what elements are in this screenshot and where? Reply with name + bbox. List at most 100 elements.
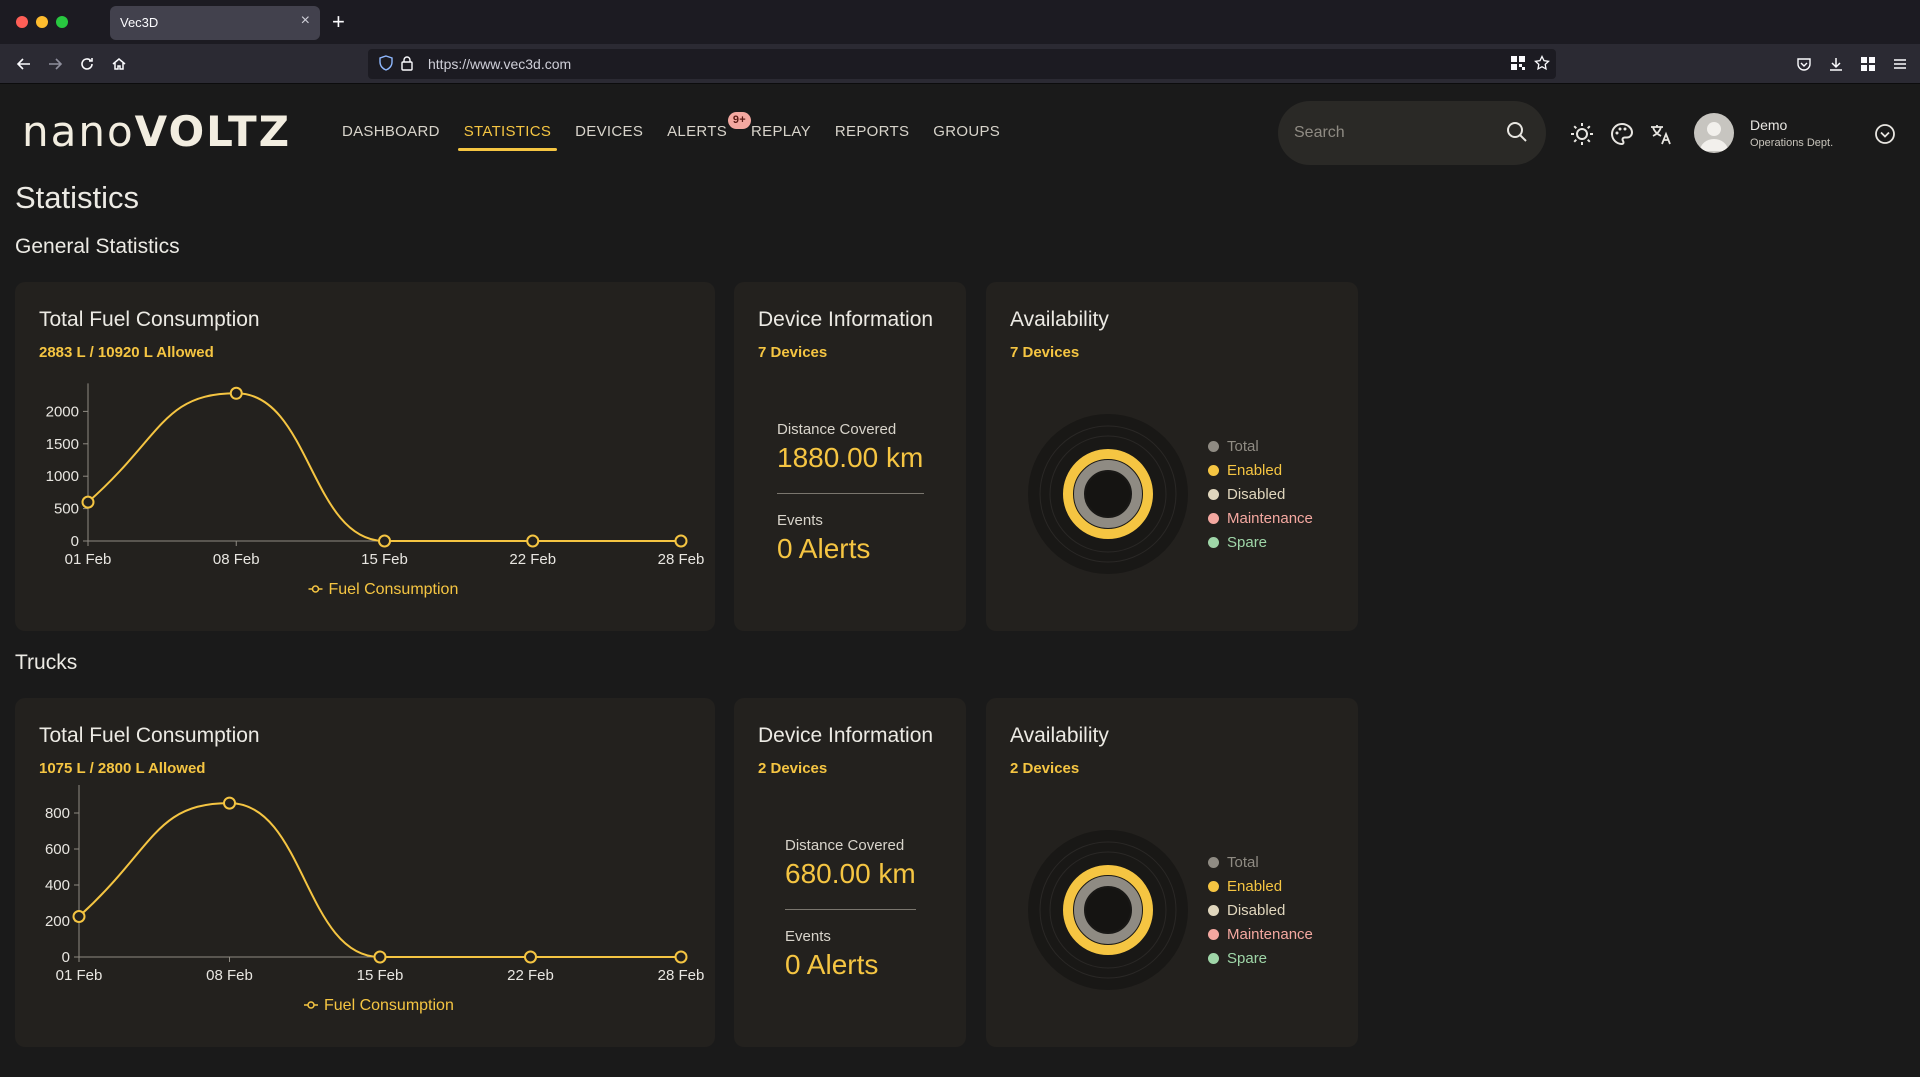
palette-icon[interactable]	[1610, 122, 1634, 146]
data-point	[72, 910, 86, 923]
logo[interactable]: nanoVOLTZ	[22, 107, 291, 156]
menu-icon[interactable]	[1888, 52, 1912, 76]
fuel-consumption-line	[87, 392, 681, 542]
x-tick-label: 08 Feb	[213, 551, 260, 568]
legend-item-total[interactable]: Total	[1208, 434, 1313, 458]
page-title: Statistics	[15, 180, 140, 215]
data-point	[526, 534, 540, 548]
forward-icon[interactable]	[43, 52, 67, 76]
search-icon[interactable]	[1506, 121, 1528, 148]
tab-close-button[interactable]: ×	[300, 12, 310, 29]
legend-item-maintenance[interactable]: Maintenance	[1208, 922, 1313, 946]
y-tick-label: 0	[71, 533, 79, 550]
distance-value: 680.00 km	[785, 858, 916, 889]
legend-item-enabled[interactable]: Enabled	[1208, 874, 1313, 898]
nav-replay[interactable]: REPLAY	[751, 123, 811, 140]
main-nav: DASHBOARD STATISTICS DEVICES ALERTS 9+ RE…	[330, 85, 1012, 179]
nav-groups[interactable]: GROUPS	[933, 123, 1001, 140]
shield-icon[interactable]	[378, 55, 394, 76]
card-title: Availability	[1010, 724, 1109, 747]
fuel-consumption-line	[78, 802, 681, 958]
legend-item-disabled[interactable]: Disabled	[1208, 482, 1313, 506]
x-tick-label: 22 Feb	[509, 551, 556, 568]
y-tick-label: 800	[45, 805, 70, 822]
legend-item-total[interactable]: Total	[1208, 850, 1313, 874]
device-count: 2 Devices	[758, 760, 828, 777]
user-department: Operations Dept.	[1750, 137, 1834, 149]
total-ring	[1074, 876, 1142, 944]
y-tick-label: 600	[45, 841, 70, 858]
events-label: Events	[777, 512, 823, 529]
card-title: Device Information	[758, 724, 934, 747]
home-icon[interactable]	[107, 52, 131, 76]
fuel-line-chart: 0 200 400 600 800 01 Feb 08 Feb 15 Feb 22 Feb 28 …	[45, 785, 705, 1014]
nav-devices[interactable]: DEVICES	[575, 123, 644, 140]
fuel-allowance: 1075 L / 2800 L Allowed	[39, 760, 206, 777]
availability-count: 2 Devices	[1010, 760, 1080, 777]
nav-alerts[interactable]: ALERTS 9+	[655, 85, 752, 179]
address-bar[interactable]: https://www.vec3d.com	[368, 49, 1556, 79]
legend-item-maintenance[interactable]: Maintenance	[1208, 506, 1313, 530]
close-window-button[interactable]	[16, 16, 28, 28]
x-tick-label: 01 Feb	[56, 967, 103, 984]
x-tick-label: 01 Feb	[65, 551, 112, 568]
browser-tab[interactable]: Vec3D ×	[110, 6, 320, 40]
card-title: Device Information	[758, 308, 934, 331]
divider	[777, 493, 924, 494]
legend-item-spare[interactable]: Spare	[1208, 946, 1313, 970]
distance-label: Distance Covered	[777, 421, 897, 438]
legend-label: Fuel Consumption	[329, 581, 459, 598]
nav-statistics[interactable]: STATISTICS	[452, 85, 563, 179]
logo-part-voltz: VOLTZ	[134, 107, 292, 156]
card-title: Total Fuel Consumption	[39, 308, 260, 331]
data-point	[373, 950, 387, 964]
x-tick-label: 22 Feb	[507, 967, 554, 984]
brightness-icon[interactable]	[1570, 122, 1594, 146]
maximize-window-button[interactable]	[56, 16, 68, 28]
user-name[interactable]: Demo	[1750, 117, 1788, 133]
events-value: 0 Alerts	[777, 533, 871, 564]
enabled-ring	[1063, 449, 1153, 539]
alerts-badge: 9+	[727, 112, 752, 129]
y-tick-label: 2000	[46, 403, 79, 420]
avatar[interactable]	[1694, 113, 1734, 153]
minimize-window-button[interactable]	[36, 16, 48, 28]
legend-point-marker	[311, 585, 320, 593]
chevron-down-icon[interactable]	[1874, 123, 1896, 150]
x-tick-label: 28 Feb	[658, 967, 705, 984]
device-info-card: Device Information 7 Devices Distance Co…	[734, 282, 966, 631]
translate-icon[interactable]	[1649, 122, 1673, 146]
lock-icon[interactable]	[399, 55, 415, 76]
y-tick-label: 1000	[46, 468, 79, 485]
total-ring	[1074, 460, 1142, 528]
extensions-icon[interactable]	[1856, 52, 1880, 76]
availability-radial-chart	[1028, 830, 1188, 990]
legend-point-marker	[307, 1001, 315, 1009]
download-icon[interactable]	[1824, 52, 1848, 76]
y-tick-label: 200	[45, 913, 70, 930]
x-tick-label: 28 Feb	[658, 551, 705, 568]
events-label: Events	[785, 928, 831, 945]
back-icon[interactable]	[12, 52, 36, 76]
legend-item-enabled[interactable]: Enabled	[1208, 458, 1313, 482]
data-point	[524, 950, 537, 964]
tab-title: Vec3D	[120, 15, 159, 30]
legend-item-spare[interactable]: Spare	[1208, 530, 1313, 554]
events-value: 0 Alerts	[785, 949, 879, 980]
nav-reports[interactable]: REPORTS	[834, 123, 910, 140]
bookmark-star-icon[interactable]	[1534, 54, 1550, 76]
nav-dashboard[interactable]: DASHBOARD	[342, 123, 440, 140]
availability-radial-chart	[1028, 414, 1188, 574]
availability-count: 7 Devices	[1010, 344, 1080, 361]
data-point	[378, 534, 391, 548]
reload-icon[interactable]	[75, 52, 99, 76]
availability-legend: Total Enabled Disabled Maintenance Spare	[1208, 434, 1313, 554]
legend-item-disabled[interactable]: Disabled	[1208, 898, 1313, 922]
new-tab-button[interactable]: +	[332, 9, 345, 34]
y-tick-label: 0	[62, 949, 70, 966]
fuel-line-chart: 0 500 1000 1500 2000 01 Feb 08 Feb 15 Feb 22 Feb…	[46, 383, 705, 598]
pocket-icon[interactable]	[1792, 52, 1816, 76]
url-text[interactable]: https://www.vec3d.com	[428, 56, 572, 72]
search-input[interactable]	[1294, 121, 1494, 145]
qr-code-icon[interactable]	[1510, 55, 1526, 76]
